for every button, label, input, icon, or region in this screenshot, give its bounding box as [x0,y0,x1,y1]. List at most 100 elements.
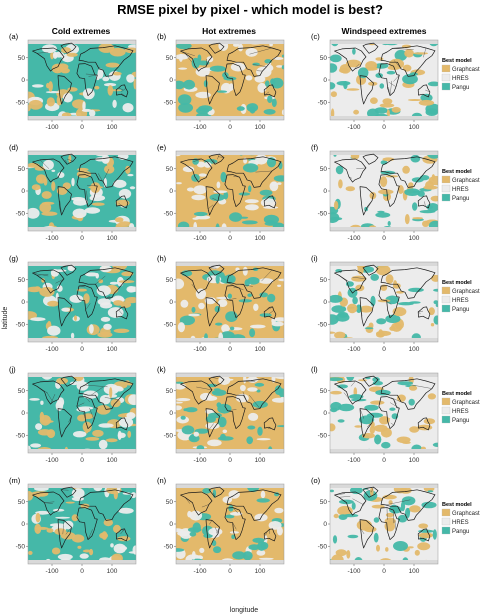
model-patch [428,307,435,316]
x-tick-label: 0 [382,568,386,575]
border-line [265,531,267,536]
x-tick-label: -100 [347,457,360,464]
border-line [121,88,126,92]
border-line [118,87,124,91]
y-tick-label: 0 [323,521,327,528]
border-line [352,63,360,72]
coastline [205,186,220,216]
model-patch [71,488,85,499]
model-patch [254,382,265,387]
panel-label: (g) [9,254,19,263]
coastline [57,408,72,438]
model-patch [176,381,184,384]
border-line [369,486,374,488]
border-line [85,73,95,75]
model-patch [267,95,273,103]
coastline [226,267,282,299]
model-patch [338,179,343,189]
border-line [60,169,63,172]
border-line [418,311,421,315]
model-patch [71,514,79,522]
model-patch [186,187,195,192]
border-line [32,272,49,277]
model-patch [351,275,367,282]
border-line [59,200,62,216]
model-patch [397,514,408,523]
model-patch [48,81,53,92]
panel-label: (b) [157,32,167,41]
coastline [263,84,277,98]
coastline [78,267,134,299]
model-patch [338,403,355,412]
model-patch [228,505,234,512]
model-patch [98,279,104,284]
border-line [122,538,124,540]
model-patch [99,394,111,405]
model-patch [211,540,217,547]
model-patch [41,191,52,199]
model-patch [339,499,354,505]
model-patch [413,52,428,55]
model-patch [113,300,124,306]
model-patch [28,162,40,168]
coastline [263,528,277,542]
border-line [55,278,65,284]
map-panel: (f) -100 0 100 -50 0 50 [311,143,439,242]
border-line [226,282,244,291]
border-line [207,208,209,212]
model-patch [241,220,258,225]
x-tick-label: 100 [255,568,266,575]
panel-label: (h) [157,254,167,263]
model-patch [226,378,234,381]
model-patch [432,442,438,447]
model-patch [60,531,76,540]
model-patch [39,286,55,297]
model-patch [108,89,122,92]
x-tick-label: -100 [347,124,360,131]
border-line [87,185,98,187]
border-line [365,488,371,492]
y-tick-label: 50 [166,55,174,62]
border-line [390,402,400,409]
border-line [338,275,350,283]
model-patch [252,537,265,543]
model-patch [397,381,414,386]
border-line [88,74,98,77]
border-line [359,408,364,419]
y-tick-label: -50 [318,543,328,550]
model-patch [249,106,256,114]
border-line [421,196,424,198]
y-tick-label: -50 [16,432,26,439]
model-patch [127,286,136,293]
model-patch [221,324,230,333]
y-tick-label: -50 [318,99,328,106]
model-patch [195,288,207,300]
y-tick-label: 0 [169,299,173,306]
y-tick-label: 0 [21,410,25,417]
model-patch [121,271,134,277]
model-patch [205,422,220,430]
border-line [191,284,199,294]
model-patch [193,185,207,195]
model-patch [47,320,52,328]
model-patch [420,93,433,102]
model-patch [202,488,212,494]
polar-band [176,338,284,342]
model-patch [364,327,374,330]
model-patch [249,324,266,329]
y-tick-label: 50 [18,55,26,62]
border-line [423,47,427,58]
model-patch [374,434,382,445]
model-patch [112,99,117,108]
legend-entry-label: Pangu [452,85,469,91]
legend-title: Best model [442,280,472,286]
border-line [207,423,214,431]
model-patch [196,555,204,560]
border-line [340,270,343,274]
model-patch [191,194,206,201]
model-patch [335,165,344,175]
y-tick-label: 0 [323,410,327,417]
legend: Best model Graphcast HRES Pangu [441,502,480,535]
model-patch [381,441,391,449]
model-patch [180,415,186,420]
